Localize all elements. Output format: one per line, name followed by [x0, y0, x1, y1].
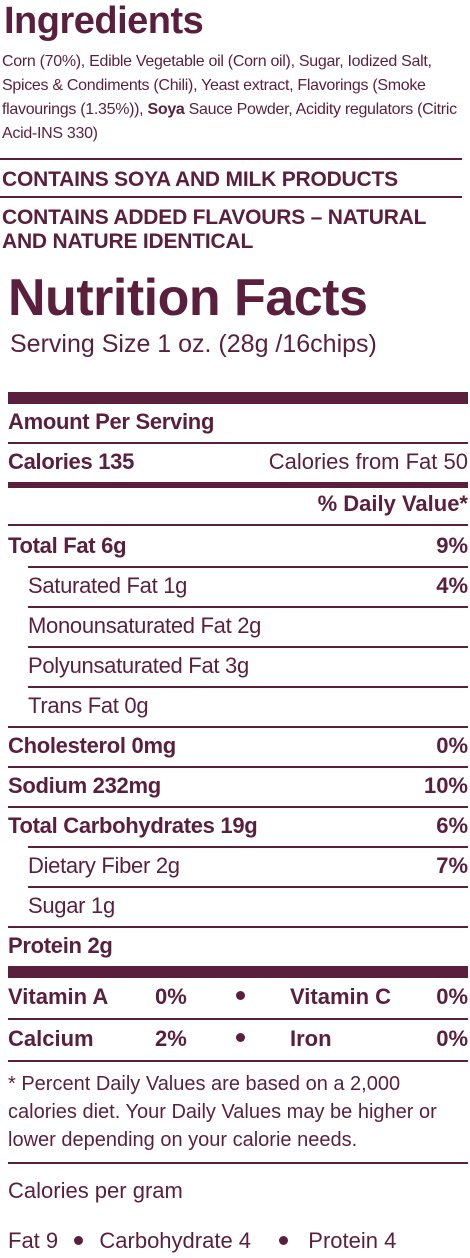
vitamin-value: 2% [155, 1026, 187, 1051]
calories-from-fat: Calories from Fat 50 [268, 449, 468, 474]
thick-divider [8, 392, 468, 404]
nutrient-value: 6% [436, 813, 468, 838]
amount-per-serving-row: Amount Per Serving [8, 402, 468, 442]
vitamin-row: Calcium 2% Iron 0% [8, 1018, 468, 1058]
vitamin-label: Vitamin C [290, 984, 392, 1009]
divider [8, 442, 468, 444]
nutrient-row: Trans Fat 0g [8, 686, 468, 726]
fat-per-gram: Fat 9 [8, 1228, 59, 1253]
nutrient-label: Sugar 1g [28, 893, 115, 918]
nutrient-label: Total Fat 6g [8, 533, 127, 558]
divider [28, 886, 468, 888]
nutrient-value: 4% [436, 573, 468, 598]
divider [28, 566, 468, 568]
divider [8, 1060, 468, 1062]
calories-per-gram-row: Fat 9 Carbohydrate 4 Protein 4 [8, 1228, 396, 1254]
nutrient-value: 7% [436, 853, 468, 878]
nutrient-label: Saturated Fat 1g [28, 573, 188, 598]
nutrient-row: Monounsaturated Fat 2g [8, 606, 468, 646]
nutrient-label: Monounsaturated Fat 2g [28, 613, 262, 638]
nutrient-row: Total Fat 6g 9% [8, 526, 468, 566]
divider [0, 196, 462, 198]
divider [8, 1018, 468, 1020]
carb-per-gram: Carbohydrate 4 [99, 1228, 252, 1253]
daily-value-header-row: % Daily Value* [8, 484, 468, 524]
nutrient-row: Sodium 232mg 10% [8, 766, 468, 806]
vitamin-label: Vitamin A [8, 984, 109, 1009]
nutrient-label: Trans Fat 0g [28, 693, 149, 718]
vitamin-label: Iron [290, 1026, 332, 1051]
vitamin-label: Calcium [8, 1026, 94, 1051]
calories-per-gram-label: Calories per gram [8, 1178, 183, 1203]
calories-row: Calories 135 Calories from Fat 50 [8, 442, 468, 482]
thick-divider [8, 966, 468, 978]
vitamin-value: 0% [155, 984, 187, 1009]
bullet-dot [236, 1033, 245, 1042]
divider [8, 1162, 468, 1164]
ingredients-text-part1: Corn (70%), Edible Vegetable oil (Corn o… [2, 53, 432, 118]
medium-divider [8, 482, 468, 488]
nutrient-label: Dietary Fiber 2g [28, 853, 180, 878]
ingredients-title: Ingredients [4, 0, 204, 42]
nutrient-label: Cholesterol 0mg [8, 733, 176, 758]
allergen-contains: CONTAINS SOYA AND MILK PRODUCTS [2, 168, 398, 191]
nutrient-label: Protein 2g [8, 933, 113, 958]
protein-per-gram: Protein 4 [308, 1228, 397, 1253]
nutrient-value: 9% [436, 533, 468, 558]
serving-size: Serving Size 1 oz. (28g /16chips) [10, 330, 377, 358]
divider [8, 726, 468, 728]
calories-label: Calories 135 [8, 449, 135, 474]
nutrient-row: Polyunsaturated Fat 3g [8, 646, 468, 686]
divider [0, 158, 462, 160]
vitamin-value: 0% [436, 984, 468, 1009]
divider [8, 766, 468, 768]
bullet-dot [236, 991, 245, 1000]
nutrient-label: Polyunsaturated Fat 3g [28, 653, 249, 678]
nutrition-facts-title: Nutrition Facts [8, 269, 368, 327]
vitamin-row: Vitamin A 0% Vitamin C 0% [8, 976, 468, 1016]
nutrient-value: 10% [423, 773, 468, 798]
divider [28, 846, 468, 848]
nutrient-row: Total Carbohydrates 19g 6% [8, 806, 468, 846]
allergen-flavours: CONTAINS ADDED FLAVOURS – NATURAL AND NA… [2, 206, 426, 253]
ingredients-text-part2: Sauce Powder, Acidity regulators (Citric… [2, 101, 457, 142]
nutrient-value: 0% [436, 733, 468, 758]
daily-value-header: % Daily Value* [317, 491, 468, 516]
nutrient-label: Total Carbohydrates 19g [8, 813, 258, 838]
ingredients-text-bold: Soya [147, 101, 185, 118]
nutrient-row: Cholesterol 0mg 0% [8, 726, 468, 766]
bullet-dot [74, 1236, 84, 1245]
divider [28, 686, 468, 688]
divider [28, 646, 468, 648]
divider [8, 806, 468, 808]
divider [8, 926, 468, 928]
nutrient-row: Dietary Fiber 2g 7% [8, 846, 468, 886]
ingredients-text: Corn (70%), Edible Vegetable oil (Corn o… [2, 50, 468, 146]
bullet-dot [279, 1236, 289, 1245]
nutrient-row: Sugar 1g [8, 886, 468, 926]
divider [28, 606, 468, 608]
vitamin-value: 0% [436, 1026, 468, 1051]
amount-per-serving-label: Amount Per Serving [8, 409, 215, 434]
nutrient-row: Saturated Fat 1g 4% [8, 566, 468, 606]
divider [8, 524, 468, 526]
nutrient-row: Protein 2g [8, 926, 468, 966]
nutrient-label: Sodium 232mg [8, 773, 161, 798]
daily-value-footnote: * Percent Daily Values are based on a 2,… [8, 1073, 437, 1151]
